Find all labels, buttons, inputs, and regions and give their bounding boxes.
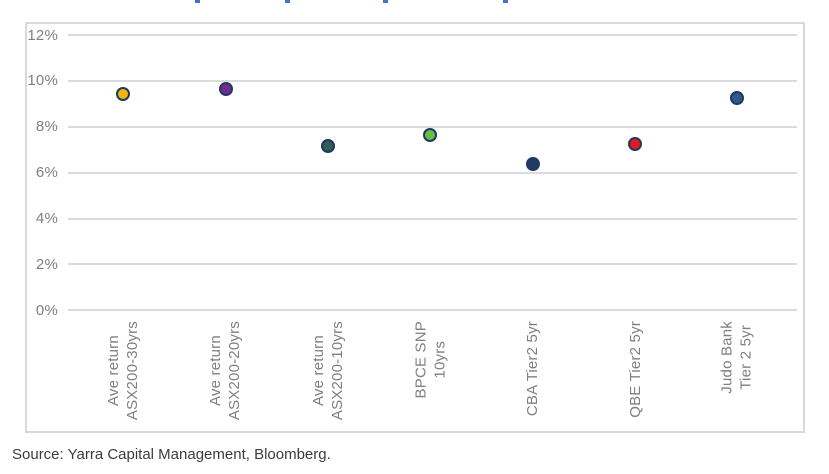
- x-axis-label-line: Tier 2 5yr: [738, 324, 756, 390]
- y-tick-label: 10%: [27, 72, 58, 90]
- x-axis-label-line: ASX200-20yrs: [226, 321, 244, 421]
- gridline: [68, 309, 797, 312]
- gridline: [68, 171, 797, 174]
- plot-area: 12% 10% 8% 6% 4% 2% 0% Ave return ASX200-30yrs A…: [25, 22, 805, 433]
- gridline: [68, 263, 797, 266]
- x-axis-label-line: ASX200-10yrs: [328, 321, 346, 421]
- data-point: [525, 156, 540, 171]
- data-point: [730, 91, 745, 106]
- data-point: [423, 127, 438, 142]
- x-axis-label: QBE Tier2 5yr: [625, 321, 644, 418]
- cropped-title-remnant: [285, 0, 290, 3]
- y-tick-label: 8%: [35, 118, 58, 136]
- x-axis-label-line: Ave return: [207, 335, 225, 407]
- x-axis-label-line: Judo Bank: [719, 321, 737, 394]
- data-point: [627, 137, 642, 151]
- x-axis-label-line: Ave return: [105, 335, 123, 407]
- cropped-title-remnant: [383, 0, 388, 3]
- data-point: [218, 81, 233, 96]
- data-point: [320, 139, 335, 154]
- cropped-title-remnant: [195, 0, 200, 3]
- y-tick-label: 4%: [35, 210, 58, 227]
- x-axis-label: Ave return ASX200-20yrs: [207, 321, 245, 420]
- x-axis-label: Ave return ASX200-30yrs: [104, 321, 142, 420]
- x-axis-label: Ave return ASX200-10yrs: [309, 321, 347, 420]
- x-axis-label: CBA Tier2 5yr: [523, 321, 542, 416]
- y-tick-label: 6%: [35, 164, 58, 182]
- cropped-title-remnant: [503, 0, 508, 3]
- y-tick-label: 2%: [35, 255, 58, 273]
- x-axis-label-line: CBA Tier2 5yr: [524, 321, 541, 417]
- data-point: [116, 86, 131, 101]
- source-note: Source: Yarra Capital Management, Bloomb…: [12, 446, 331, 463]
- gridline: [68, 217, 797, 220]
- gridline: [68, 125, 797, 128]
- x-axis-label: Judo Bank Tier 2 5yr: [718, 321, 756, 394]
- gridline: [68, 34, 797, 36]
- x-axis-label-line: Ave return: [309, 335, 327, 407]
- x-axis-label-line: BPCE SNP: [412, 321, 430, 399]
- x-axis-label-line: 10yrs: [431, 340, 449, 379]
- x-axis-label-line: ASX200-30yrs: [124, 321, 142, 421]
- y-tick-label: 0%: [35, 301, 58, 319]
- x-axis-label-line: QBE Tier2 5yr: [626, 321, 644, 418]
- gridline: [68, 79, 797, 82]
- x-axis-label: BPCE SNP 10yrs: [411, 321, 449, 398]
- y-tick-label: 12%: [27, 26, 58, 44]
